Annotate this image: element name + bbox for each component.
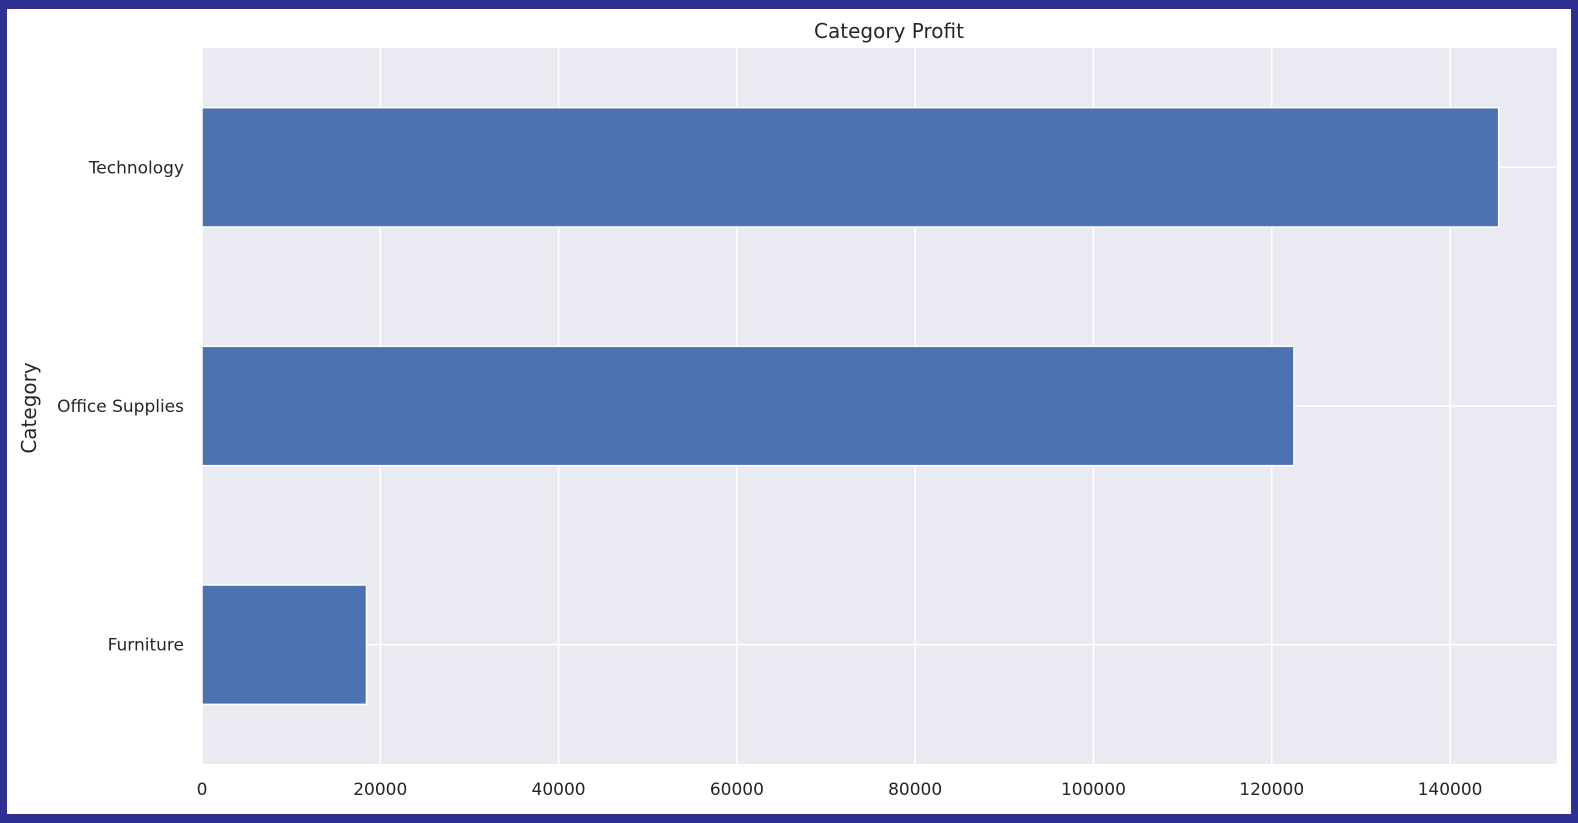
y-tick-label: Furniture — [108, 636, 184, 656]
x-tick-label: 120000 — [1239, 780, 1304, 800]
bars — [201, 106, 1500, 706]
bar-furniture — [201, 584, 368, 706]
chart-title: Category Profit — [814, 19, 964, 43]
y-tick-label: Technology — [88, 158, 184, 178]
x-tick-label: 140000 — [1418, 780, 1483, 800]
x-tick-label: 60000 — [710, 780, 764, 800]
x-tick-label: 20000 — [353, 780, 407, 800]
x-tick-label: 40000 — [532, 780, 586, 800]
y-axis-label: Category — [17, 362, 41, 454]
x-tick-labels: 0 20000 40000 60000 80000 100000 120000 140000 — [197, 780, 1483, 800]
x-tick-label: 0 — [197, 780, 208, 800]
x-tick-label: 80000 — [888, 780, 942, 800]
y-tick-label: Office Supplies — [57, 397, 184, 417]
x-tick-label: 100000 — [1061, 780, 1126, 800]
bar-technology — [201, 106, 1500, 228]
bar-office-supplies — [201, 345, 1295, 467]
y-tick-labels: Furniture Office Supplies Technology — [57, 158, 184, 655]
